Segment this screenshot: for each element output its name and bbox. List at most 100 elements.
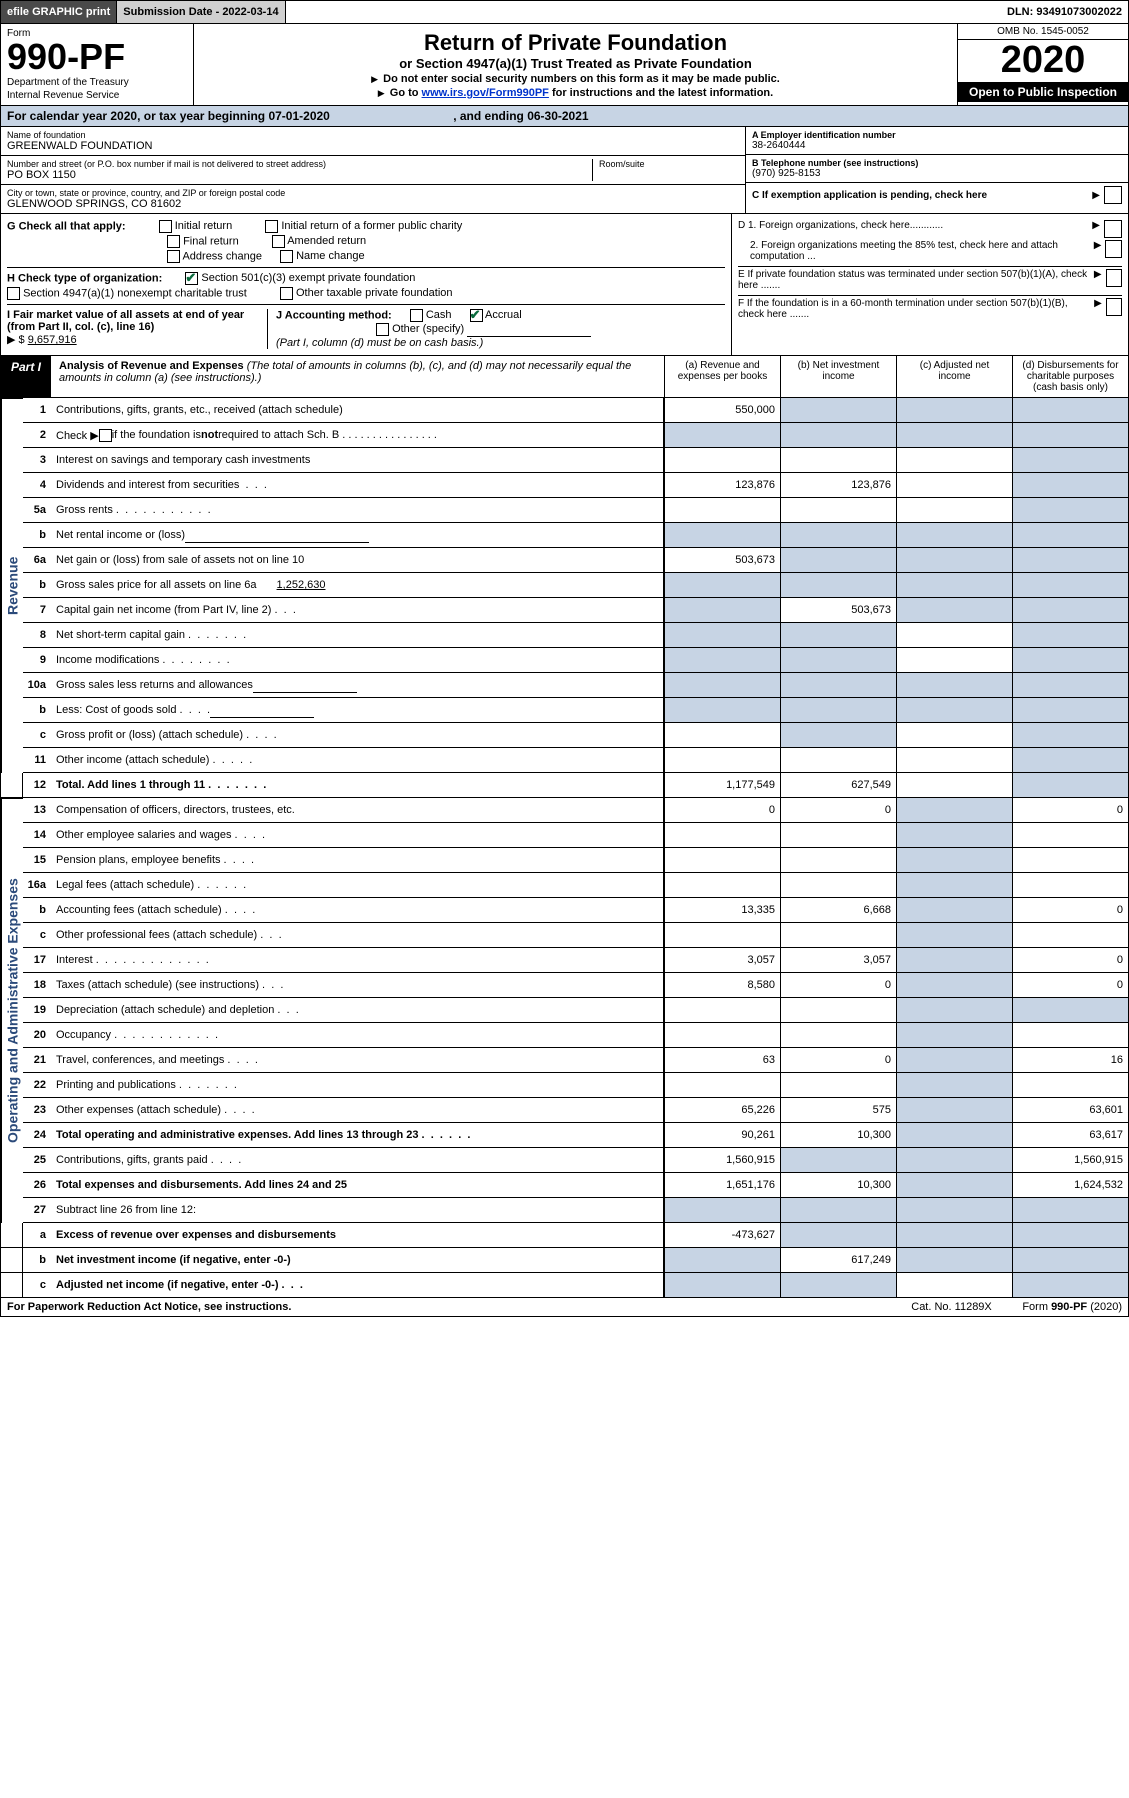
amount-d: 1,624,532: [1012, 1173, 1128, 1198]
amount-c: [896, 1223, 1012, 1248]
amount-b: 503,673: [780, 598, 896, 623]
amount-c: [896, 1273, 1012, 1298]
line-num: 26: [23, 1173, 51, 1198]
4947-checkbox[interactable]: [7, 287, 20, 300]
tax-year: 2020: [958, 40, 1128, 82]
amount-c: [896, 848, 1012, 873]
other-method-input[interactable]: [467, 322, 591, 337]
irs-link[interactable]: www.irs.gov/Form990PF: [422, 87, 549, 99]
schb-checkbox[interactable]: [99, 429, 112, 442]
initial-public-checkbox[interactable]: [265, 220, 278, 233]
amount-b: 575: [780, 1098, 896, 1123]
amount-a: [664, 923, 780, 948]
expenses-vlabel: Operating and Administrative Expenses: [1, 798, 23, 1223]
line-desc: Printing and publications . . . . . . .: [51, 1073, 664, 1098]
line-desc: Travel, conferences, and meetings . . . …: [51, 1048, 664, 1073]
line-desc: Pension plans, employee benefits . . . .: [51, 848, 664, 873]
ein-label: A Employer identification number: [752, 130, 1122, 140]
phone-label: B Telephone number (see instructions): [752, 158, 1122, 168]
amount-b: [780, 398, 896, 423]
line-desc: Gross sales price for all assets on line…: [51, 573, 664, 598]
room-label: Room/suite: [599, 159, 739, 169]
addr-label: Number and street (or P.O. box number if…: [7, 159, 592, 169]
amount-c: [896, 1023, 1012, 1048]
other-taxable-checkbox[interactable]: [280, 287, 293, 300]
line-desc: Accounting fees (attach schedule) . . . …: [51, 898, 664, 923]
amount-b: [780, 723, 896, 748]
line-num: 8: [23, 623, 51, 648]
amount-a: 13,335: [664, 898, 780, 923]
other-method-checkbox[interactable]: [376, 323, 389, 336]
line-num: 10a: [23, 673, 51, 698]
line-desc: Contributions, gifts, grants paid . . . …: [51, 1148, 664, 1173]
amount-b: [780, 423, 896, 448]
d1-checkbox[interactable]: [1104, 220, 1122, 238]
e-checkbox[interactable]: [1106, 269, 1122, 287]
amount-d: [1012, 448, 1128, 473]
amount-d: [1012, 673, 1128, 698]
amount-a: [664, 823, 780, 848]
amount-d: 0: [1012, 898, 1128, 923]
part1-header: Part I Analysis of Revenue and Expenses …: [0, 356, 1129, 398]
amended-return-checkbox[interactable]: [272, 235, 285, 248]
amount-c: [896, 898, 1012, 923]
open-inspection: Open to Public Inspection: [958, 82, 1128, 102]
line-desc: Adjusted net income (if negative, enter …: [51, 1273, 664, 1298]
amount-a: 0: [664, 798, 780, 823]
line-desc: Excess of revenue over expenses and disb…: [51, 1223, 664, 1248]
cash-checkbox[interactable]: [410, 309, 423, 322]
501c3-checkbox[interactable]: [185, 272, 198, 285]
initial-return-checkbox[interactable]: [159, 220, 172, 233]
final-return-checkbox[interactable]: [167, 235, 180, 248]
amount-d: 1,560,915: [1012, 1148, 1128, 1173]
f-label: F If the foundation is in a 60-month ter…: [738, 298, 1094, 320]
amount-c: [896, 1198, 1012, 1223]
j-note: (Part I, column (d) must be on cash basi…: [276, 337, 483, 349]
line-num: 7: [23, 598, 51, 623]
amount-c: [896, 1148, 1012, 1173]
address-change-checkbox[interactable]: [167, 250, 180, 263]
amount-a: 90,261: [664, 1123, 780, 1148]
name-change-checkbox[interactable]: [280, 250, 293, 263]
amount-d: 0: [1012, 948, 1128, 973]
d2-checkbox[interactable]: [1105, 240, 1122, 258]
line-num: c: [23, 923, 51, 948]
gross-sales-input[interactable]: [253, 678, 357, 693]
line-num: b: [23, 573, 51, 598]
f-checkbox[interactable]: [1106, 298, 1122, 316]
amount-b: 3,057: [780, 948, 896, 973]
rental-input[interactable]: [185, 528, 369, 543]
amount-d: [1012, 823, 1128, 848]
amount-a: [664, 848, 780, 873]
line-desc: Dividends and interest from securities .…: [51, 473, 664, 498]
amount-c: [896, 673, 1012, 698]
h-label: H Check type of organization:: [7, 272, 162, 284]
amount-b: [780, 623, 896, 648]
accrual-checkbox[interactable]: [470, 309, 483, 322]
form-number: 990-PF: [7, 39, 187, 75]
line-desc: Gross rents . . . . . . . . . . .: [51, 498, 664, 523]
spacer: [1, 1223, 23, 1248]
line-num: 25: [23, 1148, 51, 1173]
efile-label[interactable]: efile GRAPHIC print: [1, 1, 117, 23]
calendar-year-bar: For calendar year 2020, or tax year begi…: [0, 106, 1129, 127]
amount-a: 503,673: [664, 548, 780, 573]
line-desc: Legal fees (attach schedule) . . . . . .: [51, 873, 664, 898]
amount-d: [1012, 623, 1128, 648]
amount-d: [1012, 1023, 1128, 1048]
exemption-checkbox[interactable]: [1104, 186, 1122, 204]
amount-d: [1012, 498, 1128, 523]
line-desc: Other income (attach schedule) . . . . .: [51, 748, 664, 773]
amount-c: [896, 1248, 1012, 1273]
line-num: b: [23, 698, 51, 723]
amount-a: 65,226: [664, 1098, 780, 1123]
phone-value: (970) 925-8153: [752, 168, 1122, 179]
amount-c: [896, 873, 1012, 898]
line-num: 20: [23, 1023, 51, 1048]
cogs-input[interactable]: [210, 703, 314, 718]
line-num: b: [23, 898, 51, 923]
amount-a: [664, 873, 780, 898]
amount-a: [664, 1273, 780, 1298]
amount-a: 1,651,176: [664, 1173, 780, 1198]
cat-no: Cat. No. 11289X: [911, 1301, 992, 1313]
